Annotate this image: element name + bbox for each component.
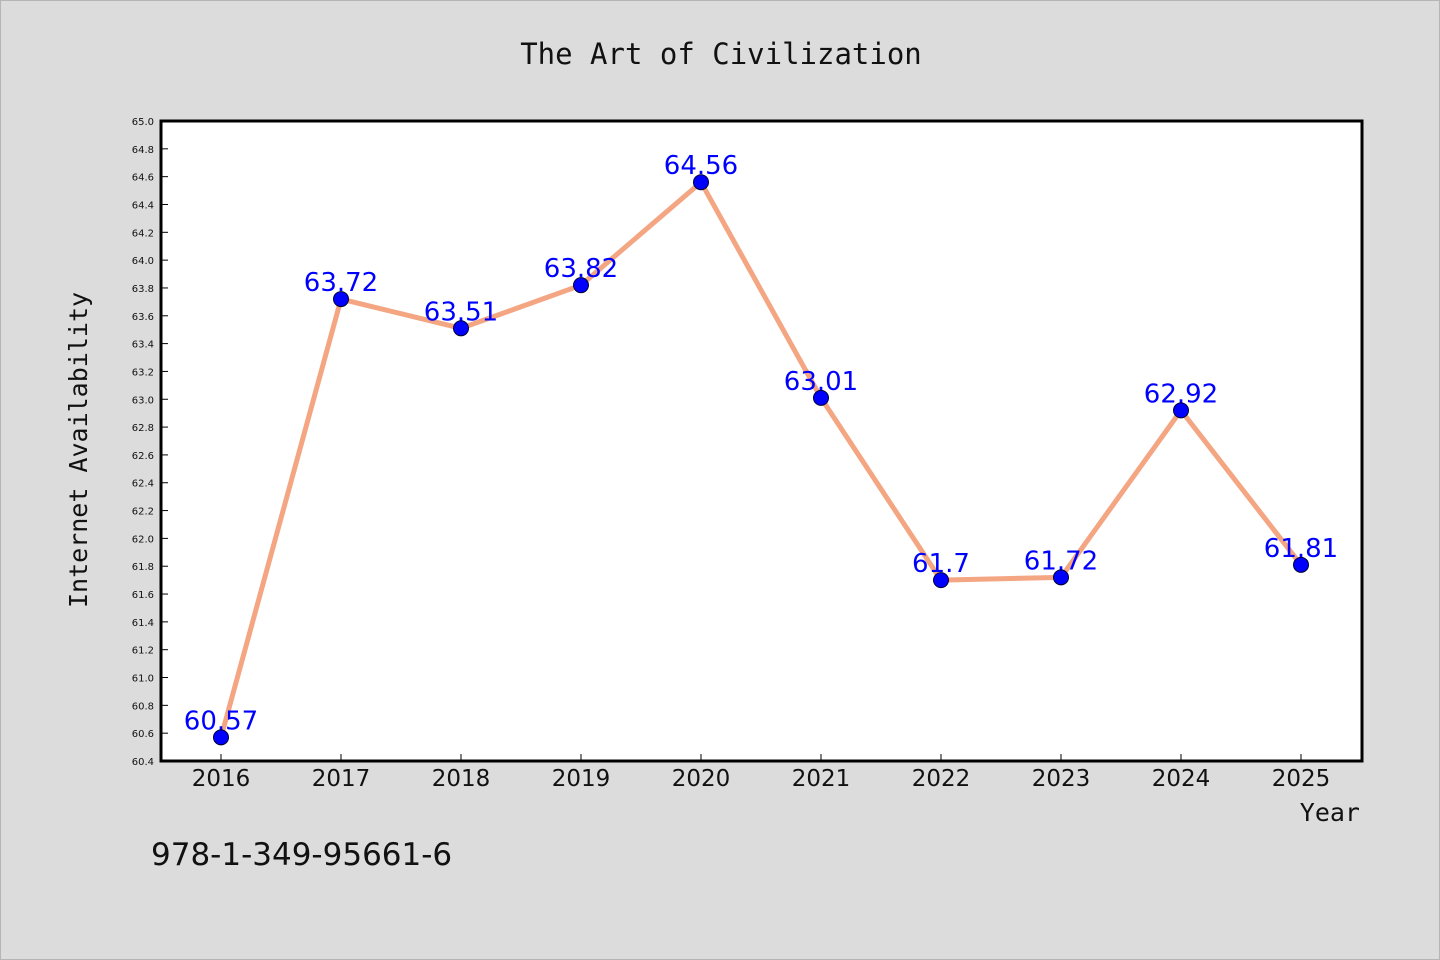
data-label: 61.7 [912,549,970,579]
x-tick-label: 2016 [192,766,251,792]
data-point [693,174,709,191]
y-tick-label: 60.4 [132,757,154,768]
y-tick-label: 63.6 [132,312,154,323]
y-tick-label: 61.0 [132,674,154,685]
y-tick-label: 62.0 [132,534,154,545]
chart-title: The Art of Civilization [520,37,922,71]
y-tick-label: 64.2 [132,228,154,239]
data-point [453,320,469,337]
x-axis: 2016 2017 2018 2019 2020 2021 2022 2023 2024 2025 [192,754,1331,792]
x-tick-label: 2022 [912,766,971,792]
data-point [1173,402,1189,419]
data-label: 63.82 [544,254,618,284]
data-label: 62.92 [1144,379,1218,409]
y-tick-label: 63.2 [132,367,154,378]
y-tick-label: 62.4 [132,479,154,490]
series-layer: 60.57 63.72 63.51 63.82 64.56 63.01 61.7 61.72 6… [184,151,1338,746]
y-tick-label: 61.8 [132,562,154,573]
x-tick-label: 2021 [792,766,851,792]
isbn-annotation: 978-1-349-95661-6 [151,837,452,873]
data-label: 64.56 [664,151,738,181]
x-tick-label: 2020 [672,766,731,792]
series-line [218,179,1304,740]
data-point [813,389,829,406]
x-tick-label: 2025 [1272,766,1331,792]
y-tick-label: 61.4 [132,618,154,629]
x-tick-label: 2019 [552,766,611,792]
y-tick-label: 63.8 [132,284,154,295]
data-point [1053,569,1069,586]
y-tick-label: 60.6 [132,729,154,740]
data-point [333,291,349,308]
y-tick-label: 64.8 [132,145,154,156]
x-tick-label: 2018 [432,766,491,792]
y-tick-label: 64.6 [132,173,154,184]
y-tick-label: 61.6 [132,590,154,601]
data-label: 63.72 [304,268,378,298]
data-label: 61.72 [1024,546,1098,576]
y-tick-label: 62.2 [132,507,154,518]
data-point [213,729,229,746]
y-tick-label: 60.8 [132,701,154,712]
y-tick-label: 63.4 [132,340,154,351]
y-axis-label: Internet Availability [64,292,93,608]
x-axis-label: Year [1300,798,1360,827]
data-point [933,572,949,589]
plot-area [159,119,1364,763]
data-label: 60.57 [184,706,258,736]
y-axis: 60.4 60.6 60.8 61.0 61.2 61.4 61.6 61.8 62.0 62.2… [132,117,168,768]
y-tick-label: 63.0 [132,395,154,406]
x-tick-label: 2023 [1032,766,1091,792]
x-tick-label: 2017 [312,766,371,792]
data-point [1293,556,1309,573]
y-tick-label: 64.0 [132,256,154,267]
y-tick-label: 64.4 [132,200,154,211]
data-label: 63.51 [424,297,498,327]
x-tick-label: 2024 [1152,766,1211,792]
y-tick-label: 62.6 [132,451,154,462]
y-tick-label: 65.0 [132,117,154,128]
data-label: 63.01 [784,367,858,397]
y-tick-label: 61.2 [132,646,154,657]
data-point [573,277,589,294]
data-label: 61.81 [1264,534,1338,564]
y-tick-label: 62.8 [132,423,154,434]
